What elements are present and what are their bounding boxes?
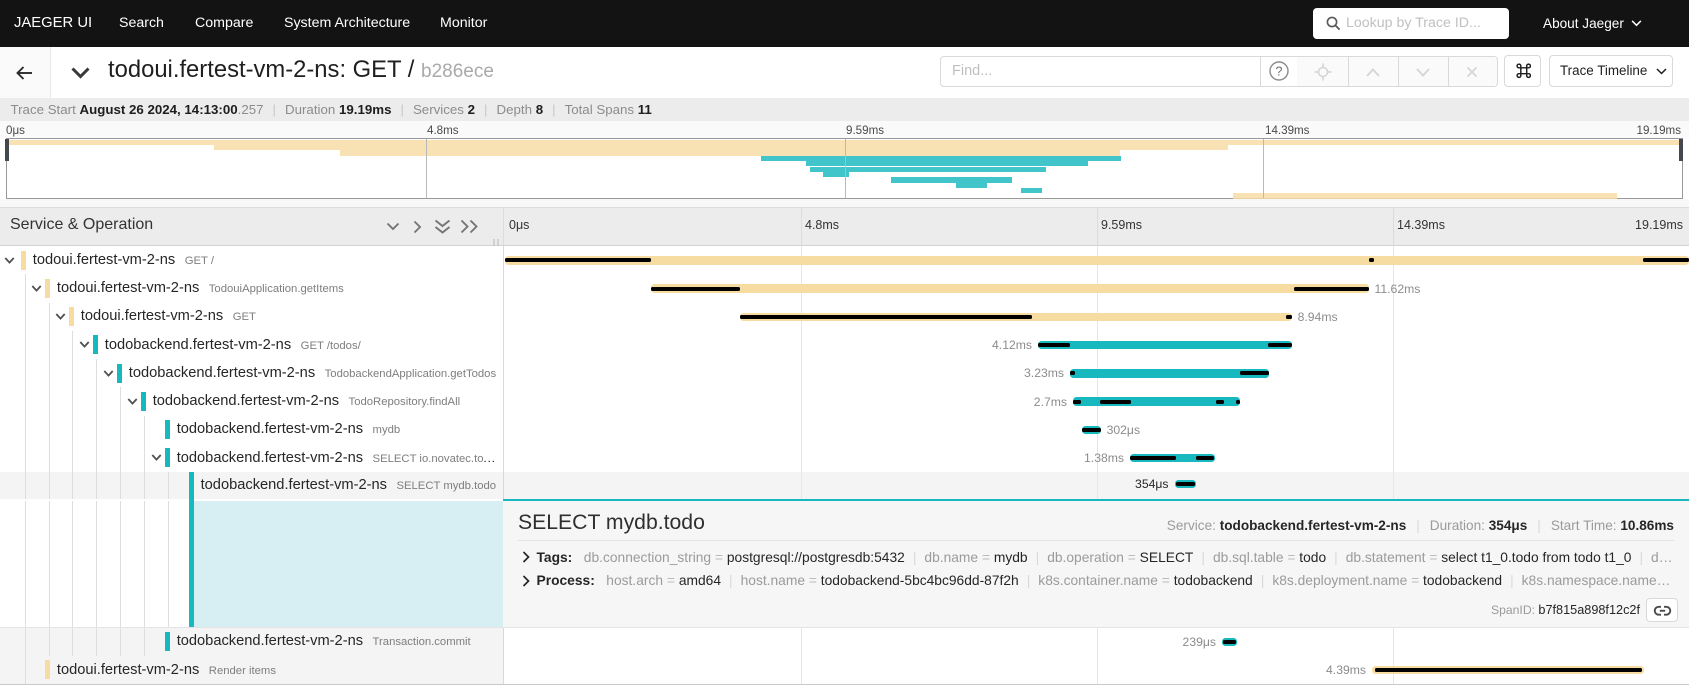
svg-text:?: ?	[1276, 65, 1283, 79]
